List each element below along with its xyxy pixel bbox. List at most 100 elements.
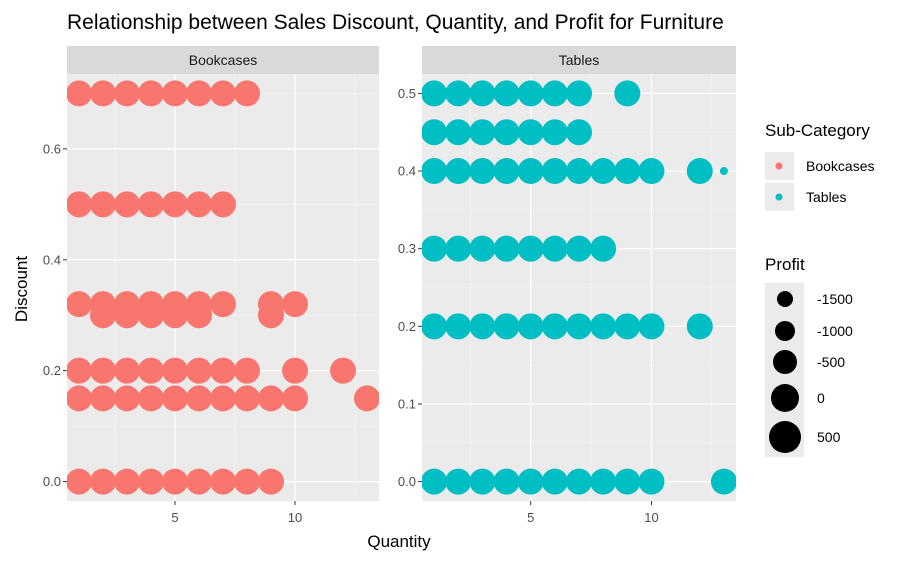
data-point (186, 357, 212, 384)
data-point (493, 119, 520, 146)
data-point (138, 302, 164, 329)
panel-background (67, 74, 379, 501)
data-point (445, 235, 472, 262)
data-point (614, 158, 641, 185)
data-point (566, 468, 592, 495)
data-point (638, 313, 665, 340)
data-point (541, 235, 568, 262)
data-point (258, 385, 284, 412)
data-point (138, 191, 164, 218)
data-point (614, 313, 641, 340)
x-tick-label-10: 10 (288, 510, 302, 525)
size-label-0: 0 (817, 390, 825, 406)
y-tick-label-0-0: 0.0 (43, 474, 61, 489)
size-label--500: -500 (817, 354, 845, 370)
data-point (469, 235, 496, 262)
data-point (90, 191, 116, 218)
data-point (493, 235, 520, 262)
data-point (282, 385, 308, 412)
data-point (210, 80, 236, 107)
data-point (258, 302, 284, 329)
y-tick-label-0-0: 0.0 (398, 474, 416, 489)
data-point (186, 191, 212, 218)
data-point (469, 158, 496, 185)
data-point (162, 302, 188, 329)
data-point (590, 313, 617, 340)
legend-label-tables: Tables (806, 189, 846, 205)
data-point (234, 80, 260, 107)
data-point (138, 468, 164, 495)
data-point (445, 119, 472, 146)
data-point (162, 80, 188, 107)
data-point (186, 468, 212, 495)
data-point (90, 357, 116, 384)
points-layer (67, 80, 379, 495)
y-tick-label-0-4: 0.4 (398, 164, 416, 179)
data-point (162, 191, 188, 218)
data-point (90, 80, 116, 107)
data-point (234, 468, 260, 495)
data-point (67, 385, 92, 412)
data-point (234, 357, 260, 384)
data-point (210, 385, 236, 412)
data-point (210, 468, 236, 495)
data-point (541, 119, 568, 146)
data-point (114, 80, 140, 107)
data-point (114, 357, 140, 384)
data-point (590, 158, 617, 185)
data-point (493, 468, 520, 495)
y-tick-label-0-6: 0.6 (43, 141, 61, 156)
data-point (422, 235, 448, 262)
color-legend-title: Sub-Category (765, 121, 870, 140)
data-point (162, 385, 188, 412)
size-key--1500 (777, 291, 793, 307)
data-point (469, 80, 496, 107)
data-point (186, 80, 212, 107)
facet-panel-bookcases: Bookcases 0.0 0.2 0.4 0.6 5 10 (43, 46, 379, 525)
y-tick-label-0-1: 0.1 (398, 396, 416, 411)
size-key-500 (769, 421, 801, 453)
size-key--500 (773, 350, 797, 374)
x-tick-label-5: 5 (171, 510, 178, 525)
chart-title: Relationship between Sales Discount, Qua… (67, 11, 724, 34)
data-point (590, 468, 617, 495)
data-point (719, 167, 728, 176)
data-point (566, 80, 592, 107)
data-point (541, 158, 568, 185)
data-point (186, 302, 212, 329)
data-point (566, 119, 592, 146)
legend-key-bookcases (775, 162, 783, 170)
data-point (90, 385, 116, 412)
data-point (517, 235, 544, 262)
data-point (517, 158, 544, 185)
data-point (330, 357, 356, 384)
y-tick-label-0-2: 0.2 (398, 319, 416, 334)
data-point (138, 357, 164, 384)
x-tick-label-10: 10 (644, 510, 658, 525)
data-point (67, 357, 92, 384)
data-point (445, 468, 472, 495)
size-label-500: 500 (817, 429, 841, 445)
data-point (541, 468, 568, 495)
facet-strip-label: Bookcases (189, 52, 257, 68)
data-point (67, 468, 92, 495)
color-legend: Sub-Category Bookcases Tables (765, 121, 874, 211)
data-point (67, 80, 92, 107)
data-point (210, 191, 236, 218)
data-point (517, 313, 544, 340)
data-point (162, 357, 188, 384)
data-point (517, 80, 544, 107)
data-point (517, 119, 544, 146)
size-label--1500: -1500 (817, 291, 853, 307)
y-tick-label-0-3: 0.3 (398, 241, 416, 256)
data-point (493, 80, 520, 107)
data-point (686, 313, 713, 340)
data-point (590, 235, 617, 262)
data-point (541, 80, 568, 107)
data-point (67, 191, 92, 218)
facet-strip (67, 46, 379, 74)
data-point (138, 385, 164, 412)
size-key-0 (771, 384, 799, 412)
data-point (210, 357, 236, 384)
